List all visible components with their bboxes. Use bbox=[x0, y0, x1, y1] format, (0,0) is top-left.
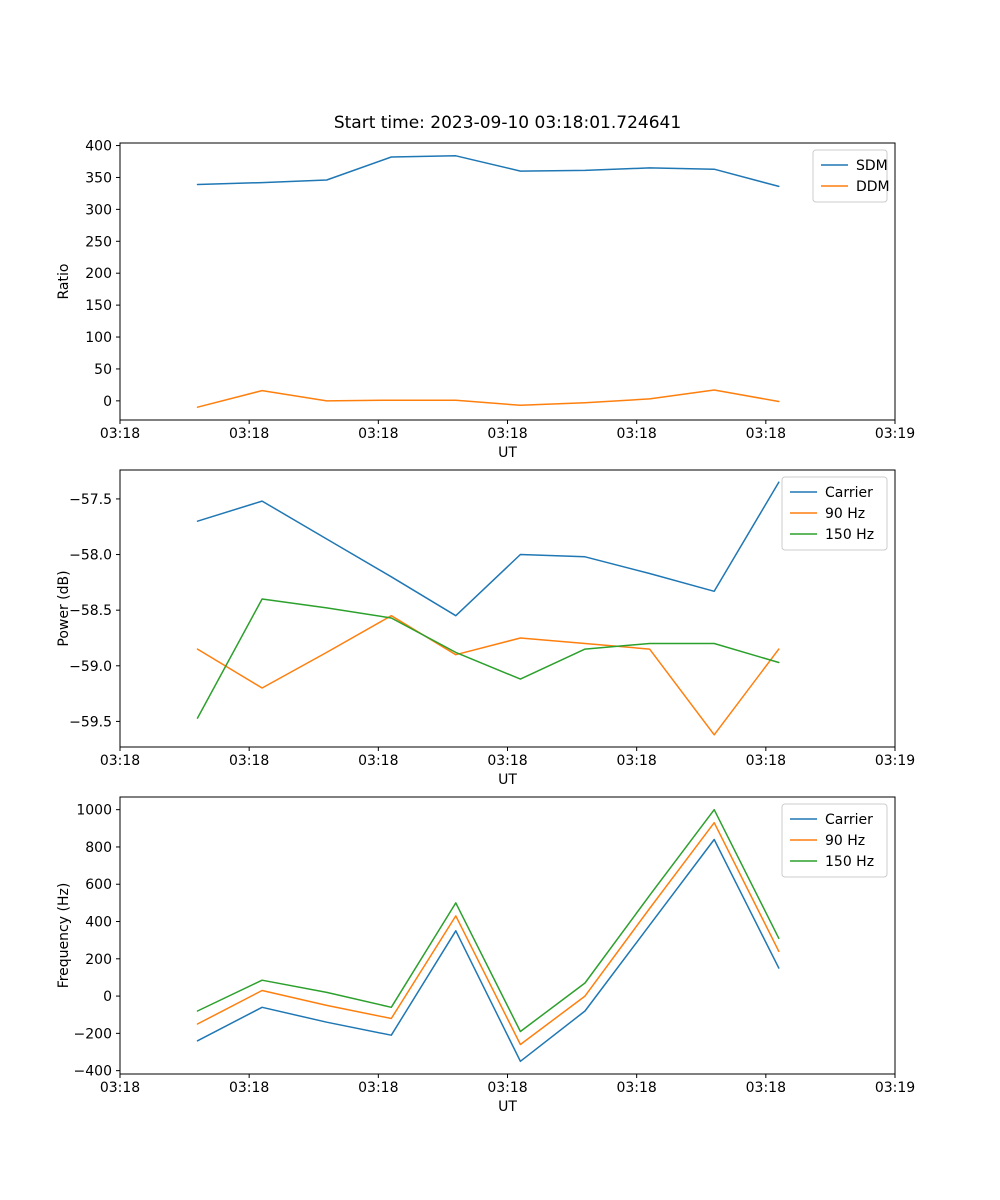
y-axis-label: Frequency (Hz) bbox=[56, 883, 72, 989]
x-tick-label: 03:18 bbox=[358, 753, 398, 769]
x-tick-label: 03:18 bbox=[746, 1080, 786, 1096]
series-line-ddm bbox=[196, 389, 780, 408]
x-tick-label: 03:18 bbox=[100, 426, 140, 442]
plot-title: Start time: 2023-09-10 03:18:01.724641 bbox=[333, 113, 682, 133]
ratio-chart: 03:18 03:18 03:18 03:18 03:18 03:18 03:19 0 50 10… bbox=[56, 139, 915, 461]
axes-frame bbox=[119, 142, 896, 421]
axes-frame bbox=[119, 796, 896, 1075]
y-tick-label: −59.5 bbox=[69, 714, 112, 730]
legend-box bbox=[781, 476, 888, 551]
power-chart: 03:18 03:18 03:18 03:18 03:18 03:18 03:19 −57.5… bbox=[56, 469, 915, 788]
x-tick-label: 03:19 bbox=[875, 1080, 915, 1096]
series-line-carrier bbox=[196, 481, 780, 617]
y-tick-label: −400 bbox=[74, 1064, 112, 1080]
x-axis-label: UT bbox=[498, 445, 517, 461]
legend-box bbox=[781, 803, 888, 878]
y-tick-label: −59.0 bbox=[69, 659, 112, 675]
x-tick-label: 03:18 bbox=[746, 426, 786, 442]
x-tick-label: 03:18 bbox=[229, 1080, 269, 1096]
y-tick-label: 250 bbox=[85, 234, 112, 250]
axes-frame bbox=[119, 469, 896, 748]
legend-label: Carrier bbox=[825, 812, 873, 828]
y-tick-label: 1000 bbox=[76, 803, 112, 819]
series-line-90-hz bbox=[196, 821, 780, 1046]
series-line-150-hz bbox=[196, 598, 780, 719]
y-tick-label: 50 bbox=[94, 362, 112, 378]
legend-label: 150 Hz bbox=[825, 527, 874, 543]
y-axis-label: Power (dB) bbox=[56, 570, 72, 646]
x-axis-label: UT bbox=[498, 1099, 517, 1115]
frequency-chart: 03:18 03:18 03:18 03:18 03:18 03:18 03:19 −400 −… bbox=[56, 796, 915, 1115]
x-tick-label: 03:18 bbox=[487, 426, 527, 442]
x-tick-label: 03:18 bbox=[616, 426, 656, 442]
legend-box bbox=[812, 149, 888, 203]
x-tick-label: 03:18 bbox=[616, 1080, 656, 1096]
y-tick-label: 400 bbox=[85, 915, 112, 931]
x-tick-label: 03:18 bbox=[487, 1080, 527, 1096]
x-tick-label: 03:18 bbox=[358, 1080, 398, 1096]
series-line-150-hz bbox=[196, 808, 780, 1033]
series-line-carrier bbox=[196, 838, 780, 1063]
y-tick-label: 600 bbox=[85, 877, 112, 893]
x-tick-label: 03:19 bbox=[875, 753, 915, 769]
x-axis-label: UT bbox=[498, 772, 517, 788]
y-tick-label: −200 bbox=[74, 1026, 112, 1042]
x-tick-label: 03:18 bbox=[487, 753, 527, 769]
y-tick-label: 400 bbox=[85, 139, 112, 155]
x-tick-label: 03:18 bbox=[229, 753, 269, 769]
y-tick-label: −58.0 bbox=[69, 548, 112, 564]
x-tick-label: 03:18 bbox=[746, 753, 786, 769]
y-tick-label: 300 bbox=[85, 202, 112, 218]
legend-label: 90 Hz bbox=[825, 506, 865, 522]
y-tick-label: 800 bbox=[85, 840, 112, 856]
x-tick-label: 03:19 bbox=[875, 426, 915, 442]
series-line-sdm bbox=[196, 155, 780, 188]
legend-label: Carrier bbox=[825, 485, 873, 501]
x-tick-label: 03:18 bbox=[229, 426, 269, 442]
legend-label: DDM bbox=[856, 179, 890, 195]
x-tick-label: 03:18 bbox=[100, 753, 140, 769]
y-tick-label: −58.5 bbox=[69, 603, 112, 619]
y-axis-label: Ratio bbox=[56, 264, 72, 300]
series-line-90-hz bbox=[196, 614, 780, 736]
x-tick-label: 03:18 bbox=[100, 1080, 140, 1096]
y-tick-label: 0 bbox=[103, 394, 112, 410]
y-tick-label: 200 bbox=[85, 266, 112, 282]
x-tick-label: 03:18 bbox=[358, 426, 398, 442]
x-tick-label: 03:18 bbox=[616, 753, 656, 769]
y-tick-label: −57.5 bbox=[69, 492, 112, 508]
y-tick-label: 150 bbox=[85, 298, 112, 314]
y-tick-label: 200 bbox=[85, 952, 112, 968]
legend-label: 150 Hz bbox=[825, 854, 874, 870]
y-tick-label: 100 bbox=[85, 330, 112, 346]
y-tick-label: 0 bbox=[103, 989, 112, 1005]
y-tick-label: 350 bbox=[85, 170, 112, 186]
legend-label: 90 Hz bbox=[825, 833, 865, 849]
legend-label: SDM bbox=[856, 158, 888, 174]
